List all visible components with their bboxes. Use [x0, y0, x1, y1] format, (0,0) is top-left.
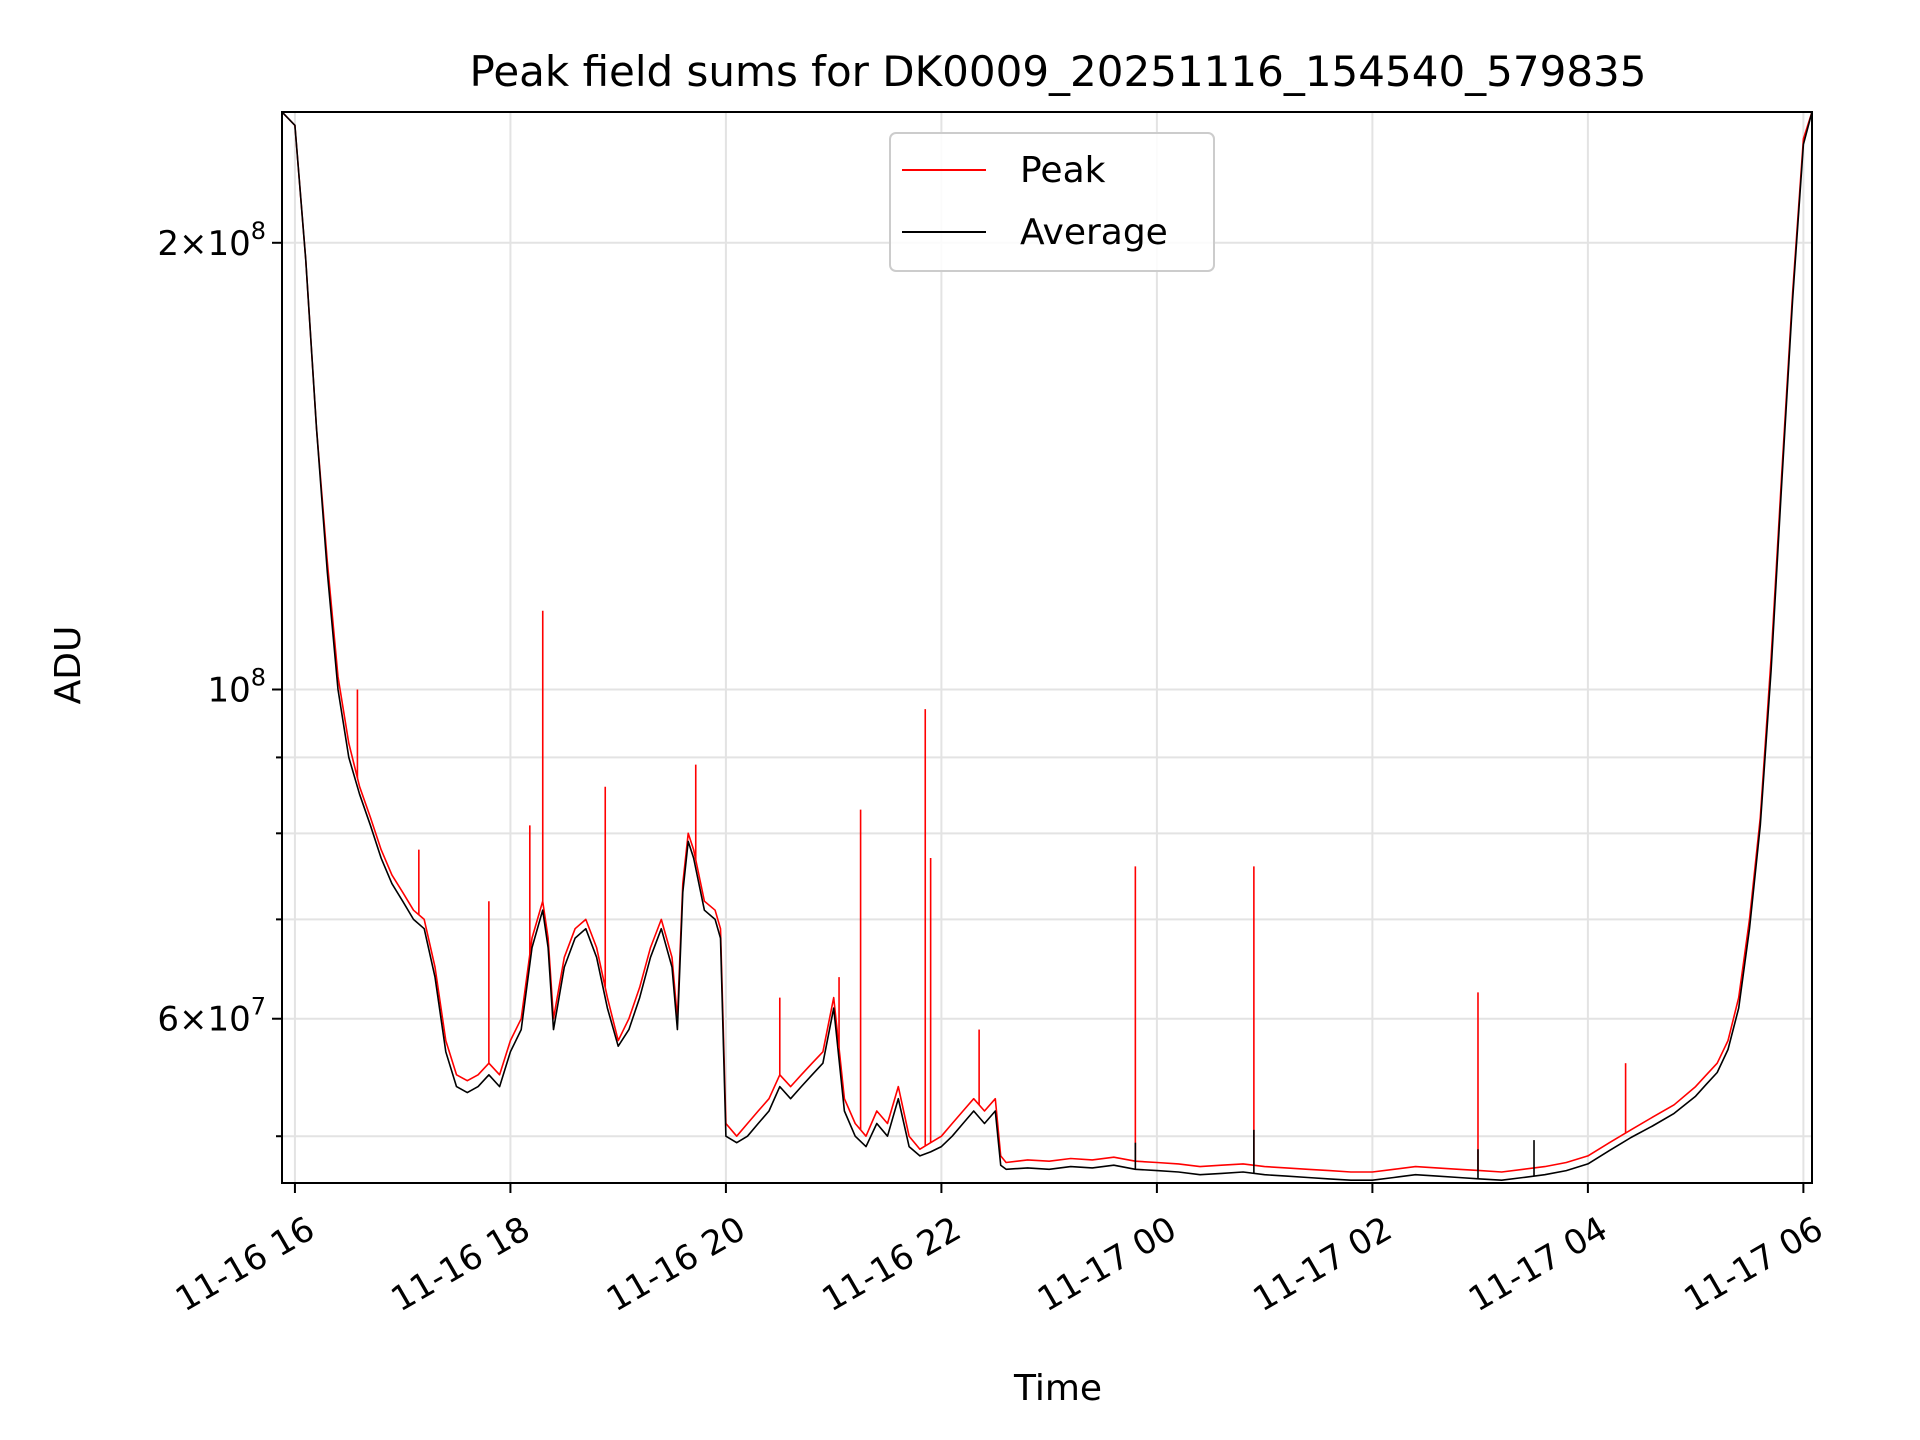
x-axis-label: Time	[1013, 1368, 1102, 1409]
legend-box	[889, 132, 1215, 272]
y-tick-label: 108	[207, 664, 266, 711]
peak-series-line	[282, 112, 1812, 1173]
x-tick-label: 11-16 20	[600, 1209, 752, 1320]
x-tick-label: 11-17 00	[1031, 1209, 1183, 1320]
grid-layer	[282, 112, 1812, 1183]
x-tick-label: 11-17 04	[1462, 1209, 1614, 1320]
legend: Peak Average	[889, 132, 1215, 272]
x-tick-label: 11-16 22	[816, 1209, 968, 1320]
legend-peak-label: Peak	[1020, 150, 1106, 191]
x-tick-label: 11-17 06	[1677, 1209, 1829, 1320]
x-tick-label: 11-17 02	[1247, 1209, 1399, 1320]
plot-layer	[282, 112, 1812, 1181]
y-axis-label: ADU	[48, 626, 89, 705]
average-series-line	[282, 112, 1812, 1181]
legend-average-label: Average	[1020, 212, 1168, 253]
x-tick-label: 11-16 18	[385, 1209, 537, 1320]
x-tick-label: 11-16 16	[169, 1209, 321, 1320]
y-tick-label: 2×108	[157, 217, 266, 264]
tick-layer: 11-16 16 11-16 18 11-16 20 11-16 22 11-17 00…	[157, 217, 1830, 1320]
y-tick-label: 6×107	[157, 993, 266, 1040]
chart-title: Peak field sums for DK0009_20251116_1545…	[469, 47, 1646, 96]
plot-frame	[281, 111, 1813, 1184]
